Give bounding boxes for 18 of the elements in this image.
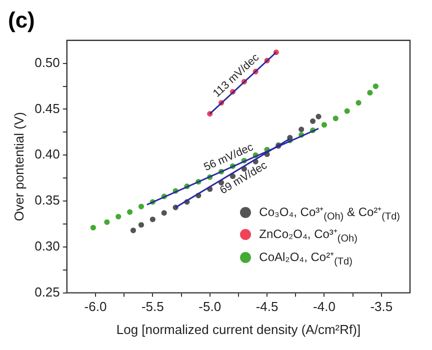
y-axis-title: Over pontential (V) <box>11 112 26 222</box>
legend-label: Co₃O₄, Co³⁺$_{(Oh)}$ & Co²⁺$_{(Td)}$ <box>259 204 400 222</box>
y-tick-label: 0.40 <box>34 146 60 162</box>
legend-label: ZnCo₂O₄, Co³⁺$_{(Oh)}$ <box>259 226 358 245</box>
legend-label: CoAl₂O₄, Co²⁺$_{(Td)}$ <box>259 248 352 267</box>
y-tick-label: 0.50 <box>34 54 60 70</box>
x-tick-label: -5.0 <box>198 299 222 314</box>
x-tick-label: -5.5 <box>141 299 164 314</box>
x-tick-label: -4.0 <box>313 299 336 314</box>
y-tick-label: 0.25 <box>34 284 60 300</box>
x-tick-label: -6.0 <box>84 299 107 314</box>
y-tick-label: 0.35 <box>34 192 60 208</box>
y-tick-label: 0.45 <box>34 100 60 116</box>
x-tick-label: -3.5 <box>370 299 393 314</box>
x-axis-title: Log [normalized current density (A/cm²Rf)] <box>116 322 361 337</box>
x-tick-label: -4.5 <box>256 299 278 314</box>
chart-title: (c) <box>8 7 35 32</box>
y-tick-label: 0.30 <box>34 238 60 254</box>
